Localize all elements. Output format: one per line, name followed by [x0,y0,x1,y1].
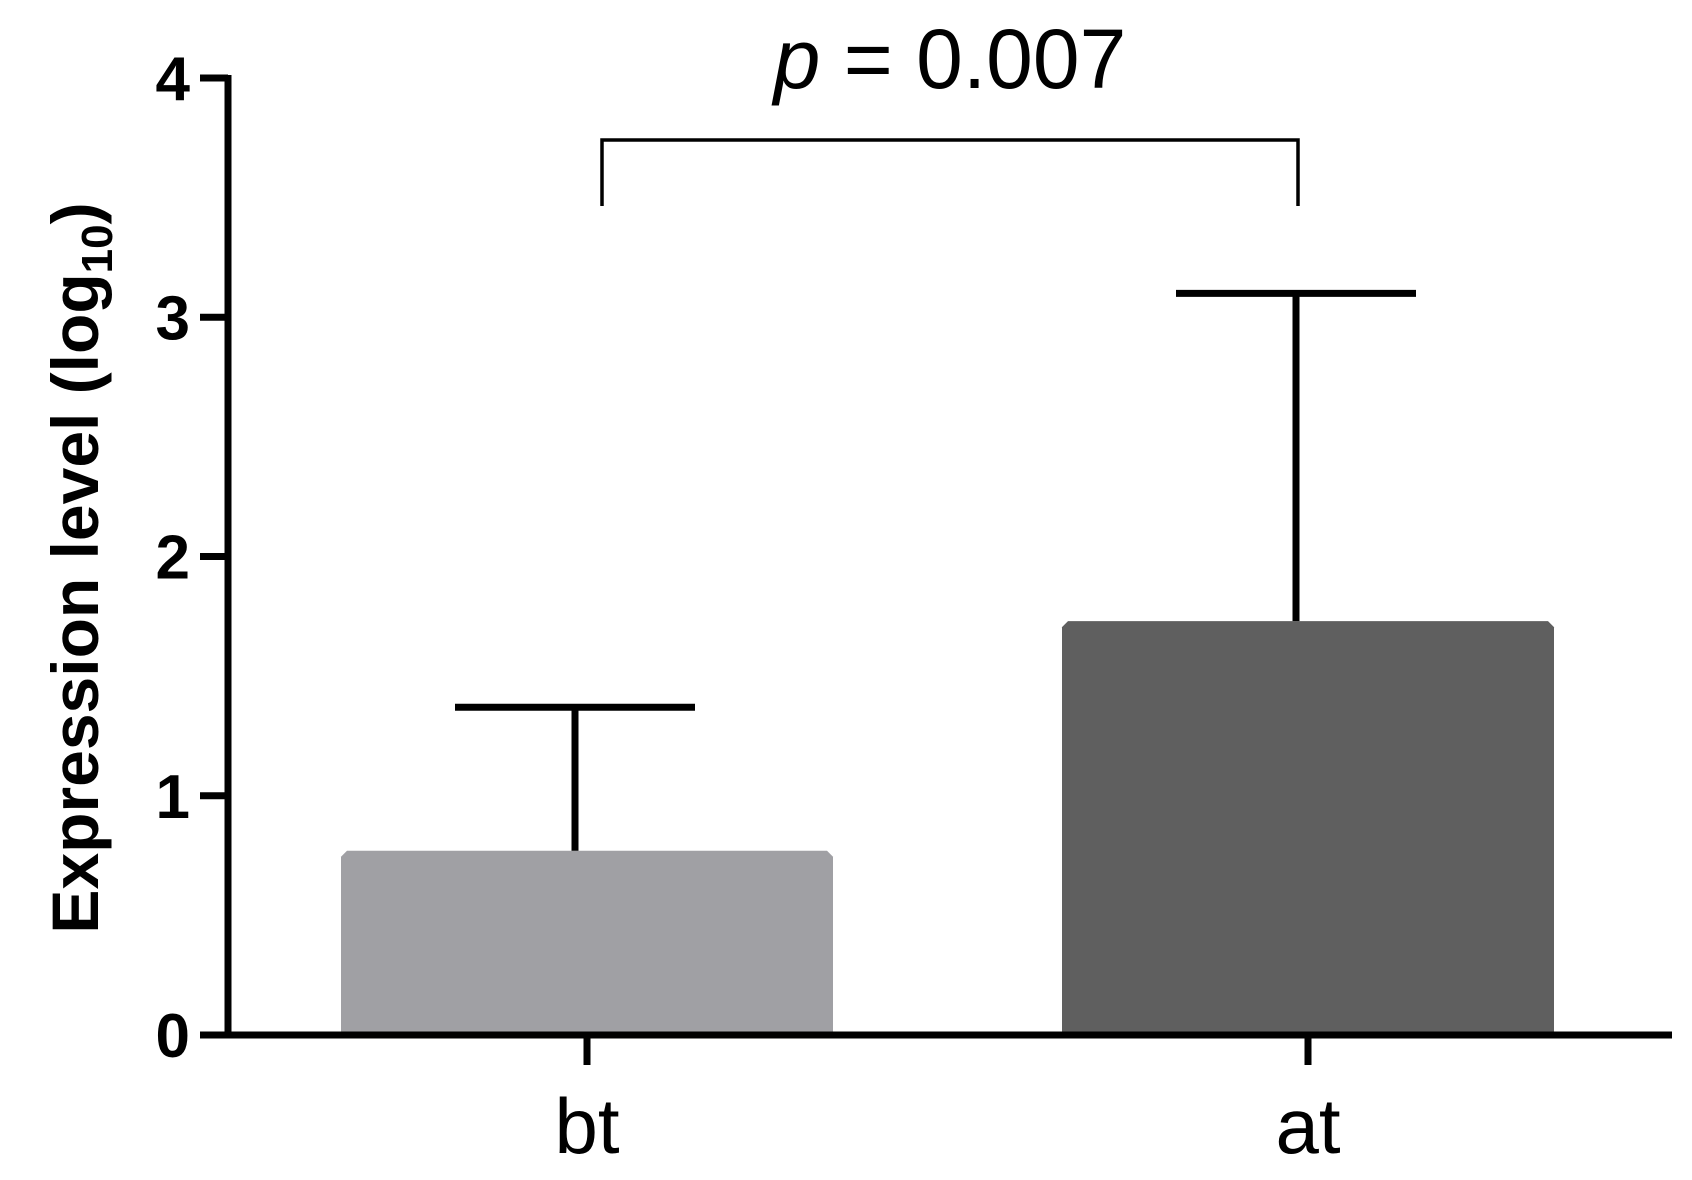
y-tick-label: 2 [156,524,190,593]
x-tick-label-at: at [1275,1082,1340,1170]
bar-bt [341,850,833,1035]
x-tick-label-bt: bt [554,1082,619,1170]
p-value: = 0.007 [820,12,1126,106]
p-symbol: p [771,12,821,106]
p-value-label: p = 0.007 [771,12,1127,106]
significance-bracket [600,138,1300,206]
x-axis: bt at [200,1031,1672,1170]
y-axis: 0 1 2 3 4 [156,45,232,1071]
bars [341,621,1554,1035]
error-bars [455,289,1416,851]
y-axis-title-close: ) [38,202,112,224]
y-axis-title: Expression level (log10) [38,202,122,933]
y-axis-title-subscript: 10 [73,224,122,273]
y-axis-title-main: Expression level (log [38,273,112,933]
y-tick-label: 0 [156,1002,190,1071]
y-tick-label: 1 [156,763,190,832]
bar-at [1062,621,1554,1035]
y-tick-label: 4 [156,45,191,114]
y-tick-label: 3 [156,284,190,353]
significance-annotation: p = 0.007 [600,12,1300,206]
